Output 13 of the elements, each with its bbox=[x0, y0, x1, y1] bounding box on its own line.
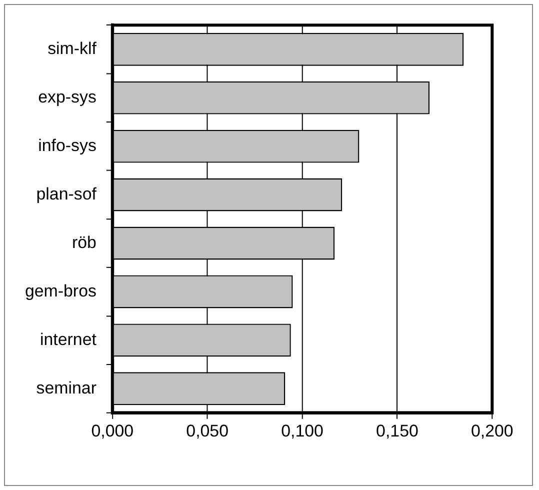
y-tick-label: gem-bros bbox=[24, 281, 96, 300]
x-tick-label: 0,100 bbox=[281, 422, 324, 441]
y-tick-label: sim-klf bbox=[48, 39, 97, 58]
x-tick-label: 0,000 bbox=[91, 422, 134, 441]
y-tick-label: seminar bbox=[36, 378, 97, 398]
y-tick-label: info-sys bbox=[38, 136, 96, 155]
y-tick-label: internet bbox=[40, 330, 97, 349]
x-tick-label: 0,050 bbox=[186, 422, 229, 441]
y-tick-label: exp-sys bbox=[38, 87, 96, 106]
y-tick-label: plan-sof bbox=[36, 184, 97, 204]
y-tick-label: röb bbox=[72, 232, 96, 252]
x-tick-label: 0,150 bbox=[376, 422, 418, 441]
x-tick-label: 0,200 bbox=[470, 422, 514, 441]
